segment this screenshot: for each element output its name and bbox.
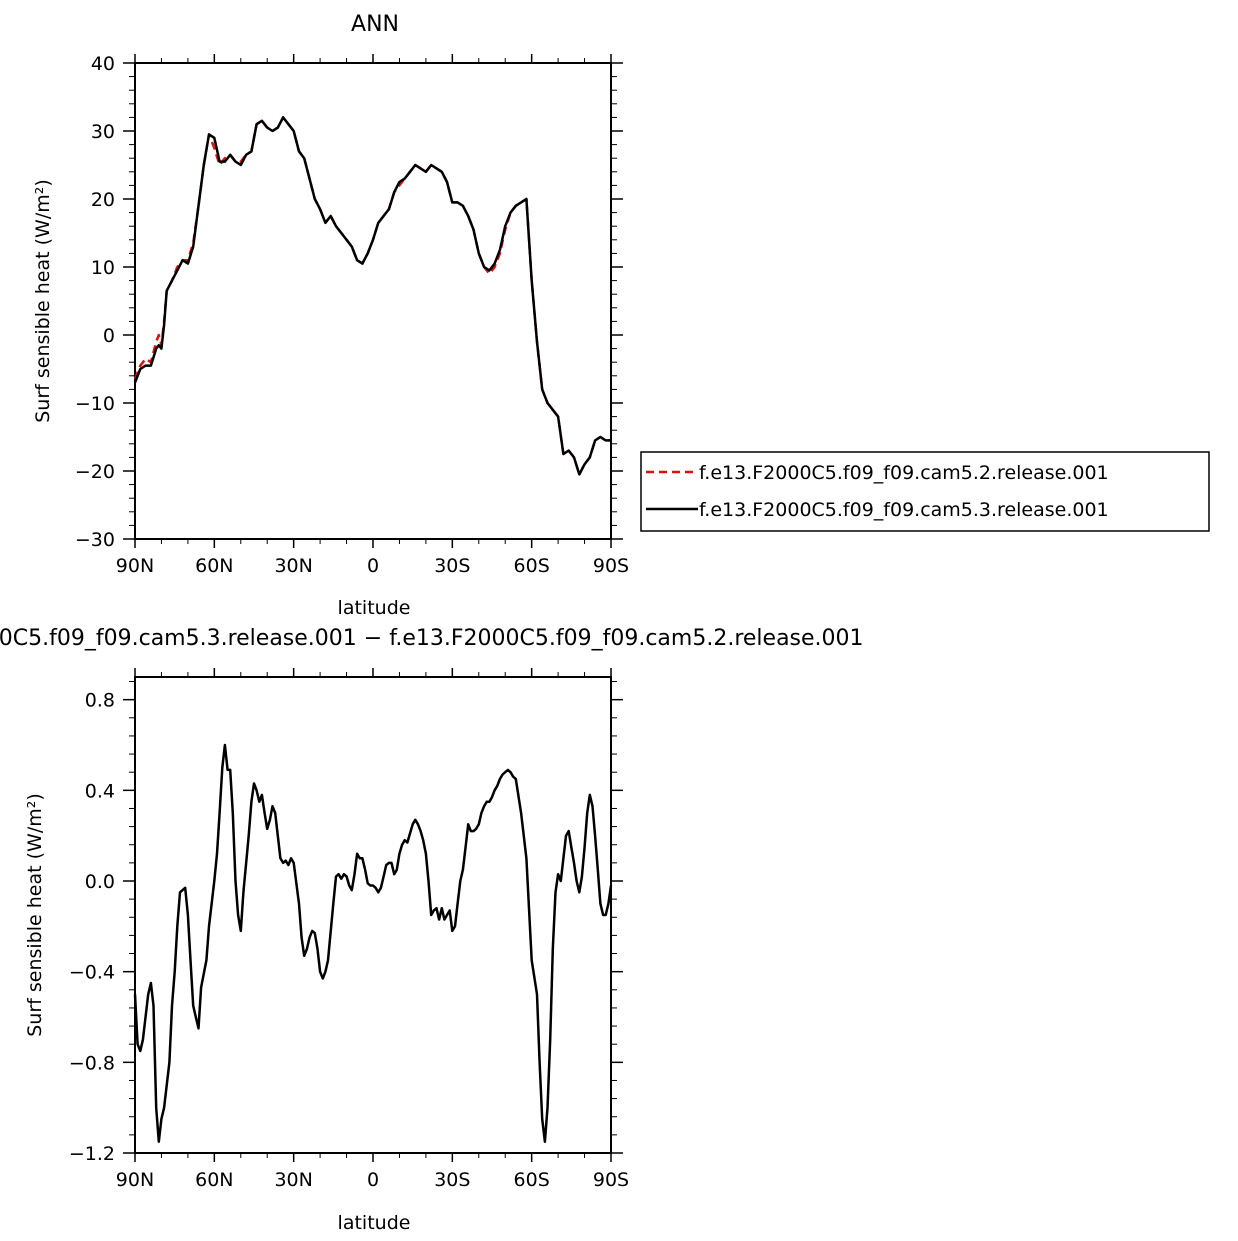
top-ytick-label: 30 [91, 121, 115, 143]
bottom-chart-series [133, 743, 613, 1143]
bottom-xtick-label: 90S [593, 1169, 629, 1191]
legend-label-series-1: f.e13.F2000C5.f09_f09.cam5.2.release.001 [699, 462, 1109, 484]
bottom-ytick-label: 0.4 [85, 780, 115, 802]
top-ytick-label: −30 [75, 529, 115, 551]
top-xtick-label: 60S [514, 555, 550, 577]
bottom-chart: f.e13.F2000C5.f09_f09.cam5.3.release.001… [0, 626, 864, 1234]
bottom-ytick-label: 0.8 [85, 690, 115, 712]
top-xtick-label: 60N [195, 555, 233, 577]
top-chart: ANN 90N 60N 30N 0 30S 60S 90S −30 −20 −10 0 10 20 30 4… [32, 12, 1210, 619]
top-series-line-1 [133, 116, 611, 476]
top-xtick-label: 90S [593, 555, 629, 577]
top-chart-ylabel: Surf sensible heat (W/m²) [32, 179, 54, 423]
top-ytick-label: −20 [75, 461, 115, 483]
legend-label-series-2: f.e13.F2000C5.f09_f09.cam5.3.release.001 [699, 499, 1109, 521]
top-chart-ticks: 90N 60N 30N 0 30S 60S 90S −30 −20 −10 0 10 20 30 40 [75, 53, 629, 577]
bottom-ytick-label: −0.8 [69, 1052, 115, 1074]
top-xtick-label: 30S [434, 555, 470, 577]
bottom-xtick-label: 90N [116, 1169, 154, 1191]
top-xtick-label: 0 [367, 555, 379, 577]
bottom-xtick-label: 60N [195, 1169, 233, 1191]
top-chart-title: ANN [351, 12, 399, 37]
top-xtick-label: 30N [274, 555, 312, 577]
bottom-chart-xlabel: latitude [338, 1212, 411, 1234]
top-ytick-label: 0 [103, 325, 115, 347]
top-ytick-label: −10 [75, 393, 115, 415]
bottom-series-line-1 [133, 743, 613, 1143]
top-chart-xlabel: latitude [338, 597, 411, 619]
top-ytick-label: 20 [91, 189, 115, 211]
top-chart-series [133, 116, 611, 476]
bottom-xtick-label: 60S [514, 1169, 550, 1191]
bottom-xtick-label: 30N [274, 1169, 312, 1191]
bottom-xtick-label: 0 [367, 1169, 379, 1191]
top-chart-frame [134, 62, 612, 540]
bottom-chart-title: f.e13.F2000C5.f09_f09.cam5.3.release.001… [0, 626, 864, 651]
top-ytick-label: 40 [91, 53, 115, 75]
bottom-chart-ylabel: Surf sensible heat (W/m²) [24, 793, 46, 1037]
bottom-ytick-label: 0.0 [85, 871, 115, 893]
legend: f.e13.F2000C5.f09_f09.cam5.2.release.001… [640, 451, 1210, 532]
top-series-line-2 [133, 116, 611, 476]
legend-box [640, 451, 1210, 532]
bottom-ytick-label: −1.2 [69, 1143, 115, 1165]
top-ytick-label: 10 [91, 257, 115, 279]
top-xtick-label: 90N [116, 555, 154, 577]
bottom-xtick-label: 30S [434, 1169, 470, 1191]
bottom-ytick-label: −0.4 [69, 962, 115, 984]
bottom-chart-ticks: 90N 60N 30N 0 30S 60S 90S −1.2 −0.8 −0.4 0.0 0.4 0.8 [69, 668, 629, 1191]
